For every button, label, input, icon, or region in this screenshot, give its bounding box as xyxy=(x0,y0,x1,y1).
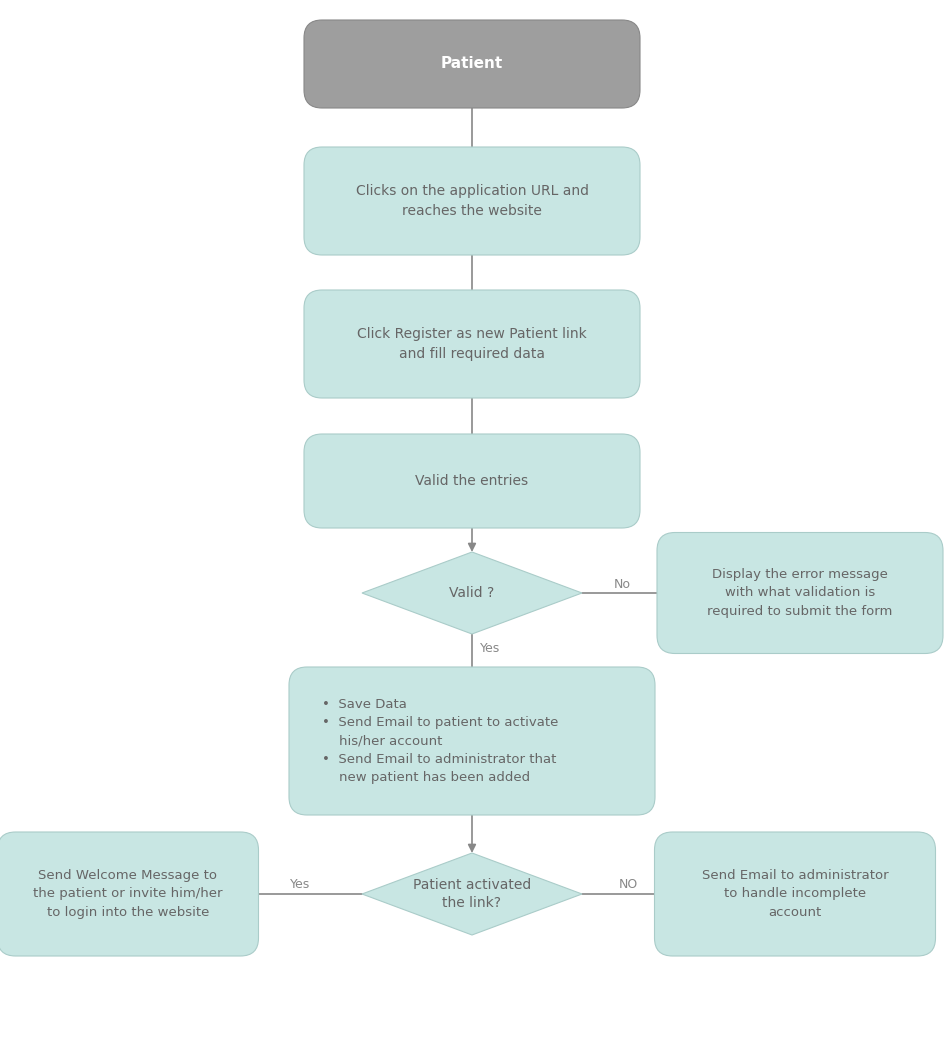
FancyBboxPatch shape xyxy=(654,832,935,956)
Text: Send Email to administrator
to handle incomplete
account: Send Email to administrator to handle in… xyxy=(701,869,887,919)
Text: No: No xyxy=(613,578,630,591)
FancyBboxPatch shape xyxy=(656,533,942,654)
Text: •  Save Data
•  Send Email to patient to activate
    his/her account
•  Send Em: • Save Data • Send Email to patient to a… xyxy=(322,698,558,785)
Text: Valid the entries: Valid the entries xyxy=(415,474,528,488)
Text: Clicks on the application URL and
reaches the website: Clicks on the application URL and reache… xyxy=(355,184,588,218)
Text: NO: NO xyxy=(617,878,637,892)
Text: Click Register as new Patient link
and fill required data: Click Register as new Patient link and f… xyxy=(357,327,586,361)
FancyBboxPatch shape xyxy=(304,147,639,255)
Text: Yes: Yes xyxy=(290,878,310,892)
FancyBboxPatch shape xyxy=(0,832,259,956)
Text: Send Welcome Message to
the patient or invite him/her
to login into the website: Send Welcome Message to the patient or i… xyxy=(33,869,223,919)
Text: Patient: Patient xyxy=(441,57,502,71)
FancyBboxPatch shape xyxy=(304,20,639,108)
Polygon shape xyxy=(362,853,582,935)
Text: Yes: Yes xyxy=(480,642,499,656)
FancyBboxPatch shape xyxy=(304,434,639,528)
Text: Display the error message
with what validation is
required to submit the form: Display the error message with what vali… xyxy=(706,568,892,618)
FancyBboxPatch shape xyxy=(289,667,654,815)
Polygon shape xyxy=(362,552,582,634)
Text: Patient activated
the link?: Patient activated the link? xyxy=(413,878,531,911)
Text: Valid ?: Valid ? xyxy=(449,586,494,600)
FancyBboxPatch shape xyxy=(304,290,639,398)
